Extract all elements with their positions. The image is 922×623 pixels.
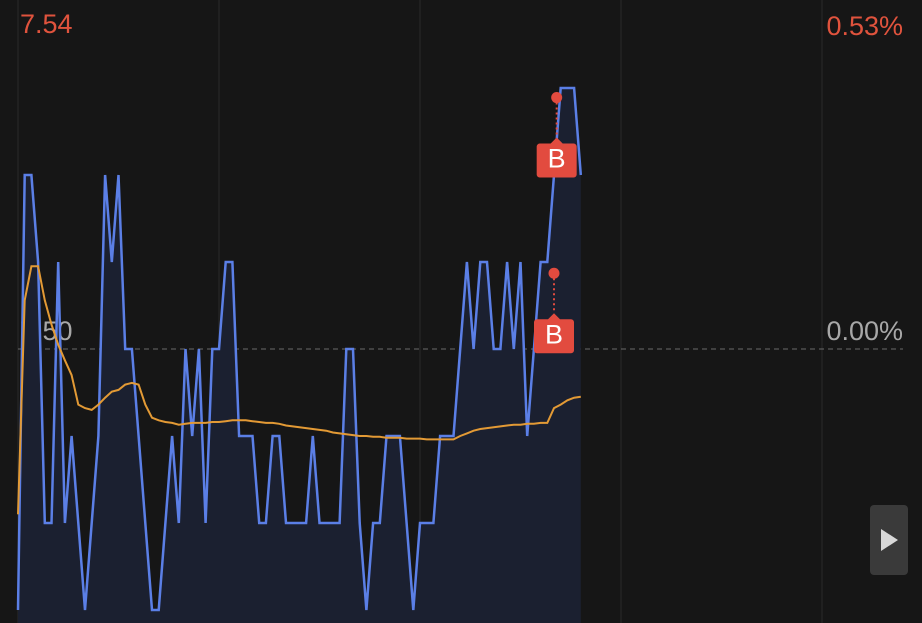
marker-label: B [548,144,566,174]
marker-dot [548,267,560,279]
y2-tick-label: 0.00% [826,316,903,346]
buy-marker: B [534,267,574,354]
marker-dot [551,92,563,104]
price-area [18,88,581,623]
price-line [16,86,583,612]
scroll-arrow[interactable] [881,529,898,551]
y2-tick-label: 0.53% [826,11,903,41]
marker-label: B [545,319,563,349]
y-tick-label: 7.54 [20,9,73,39]
buy-marker: B [536,92,577,178]
scroll-button[interactable] [870,505,908,575]
marker-badge [536,137,577,178]
plot: 7.547.500.53%0.00%BB [16,0,903,623]
marker-badge [534,313,574,354]
average-line [17,265,581,515]
